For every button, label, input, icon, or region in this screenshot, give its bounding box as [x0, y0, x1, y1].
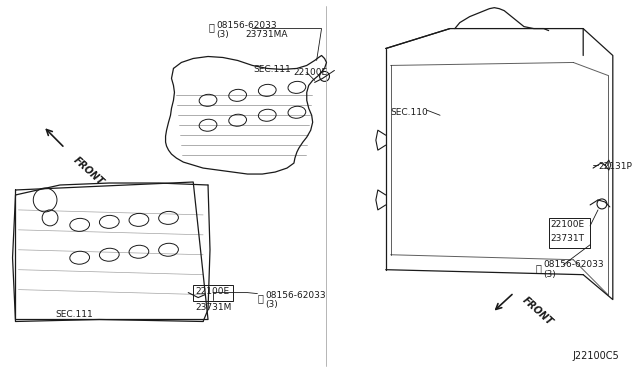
Text: 23731T: 23731T	[550, 234, 584, 243]
Bar	[548, 218, 590, 248]
Text: FRONT: FRONT	[520, 295, 554, 327]
Text: FRONT: FRONT	[72, 155, 106, 187]
Text: 22100E: 22100E	[195, 286, 229, 296]
Text: 23731MA: 23731MA	[246, 30, 288, 39]
Text: 22100E: 22100E	[293, 68, 327, 77]
Text: J22100C5: J22100C5	[572, 351, 619, 361]
Text: (3): (3)	[544, 270, 556, 279]
Text: Ⓑ: Ⓑ	[536, 263, 541, 273]
Text: 08156-62033: 08156-62033	[544, 260, 604, 269]
Text: (3): (3)	[266, 299, 278, 309]
Text: SEC.111: SEC.111	[55, 310, 93, 318]
Text: Ⓑ: Ⓑ	[208, 23, 214, 33]
Text: 22131P: 22131P	[598, 162, 632, 171]
Text: Ⓑ: Ⓑ	[257, 294, 263, 304]
Text: 22100E: 22100E	[550, 220, 585, 229]
Text: SEC.110: SEC.110	[390, 108, 428, 117]
Text: SEC.111: SEC.111	[253, 65, 291, 74]
Bar	[193, 285, 233, 301]
Text: 08156-62033: 08156-62033	[266, 291, 326, 299]
Text: (3): (3)	[216, 30, 228, 39]
Text: 23731M: 23731M	[195, 302, 232, 312]
Text: 08156-62033: 08156-62033	[216, 20, 276, 30]
